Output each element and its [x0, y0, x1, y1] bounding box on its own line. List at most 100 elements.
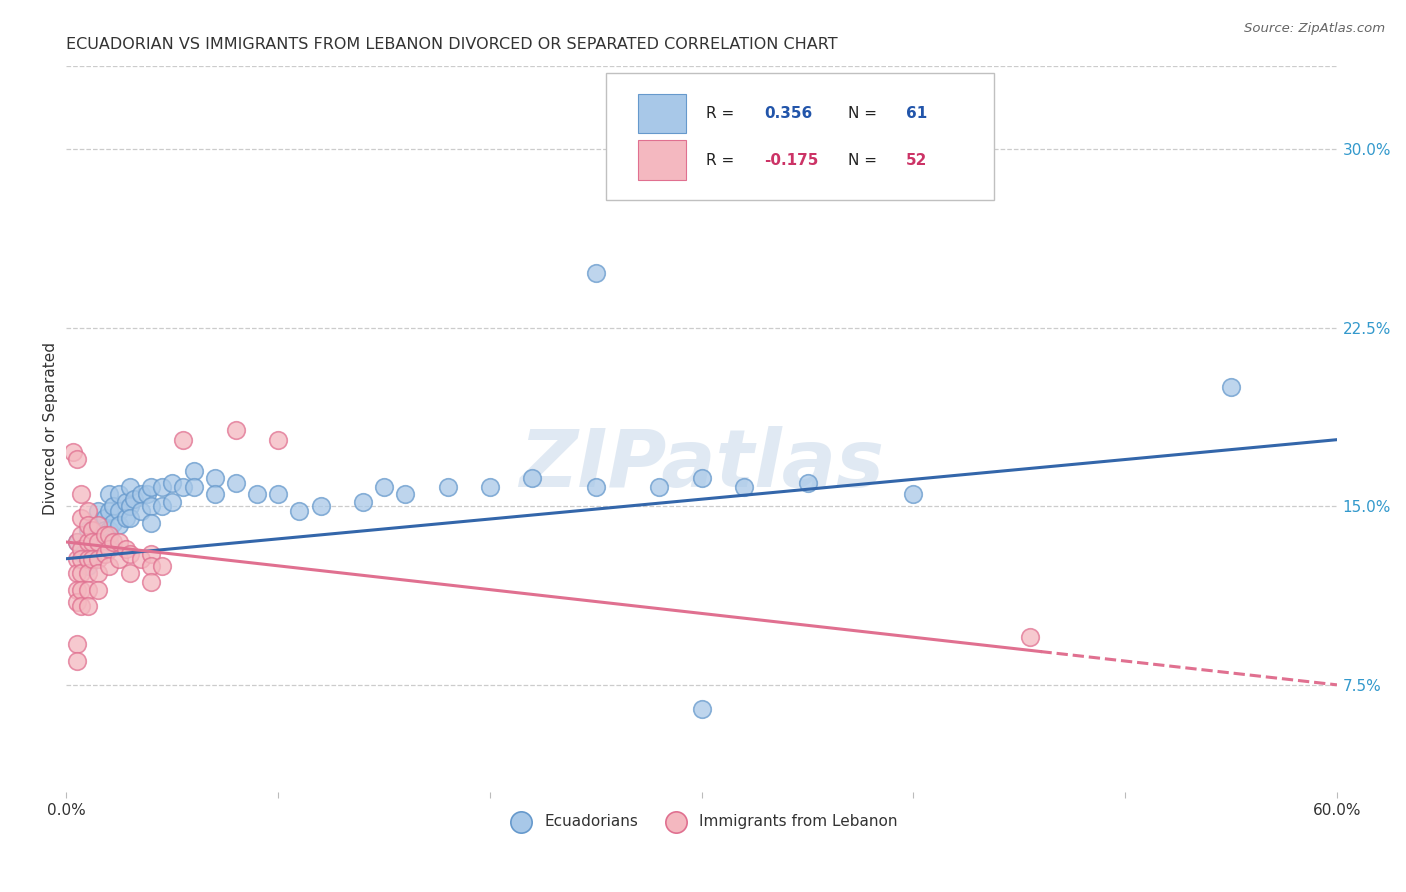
Point: [97, 528, 120, 542]
Text: Source: ZipAtlas.com: Source: ZipAtlas.com: [1244, 22, 1385, 36]
Point: [87, 566, 110, 580]
Point: [122, 492, 145, 507]
Point: [150, 500, 173, 514]
Point: [70, 566, 93, 580]
Point: [72, 547, 94, 561]
Text: 0.356: 0.356: [763, 106, 813, 121]
Point: [204, 471, 226, 485]
Point: [183, 480, 205, 494]
Point: [87, 535, 110, 549]
Point: [70, 551, 93, 566]
Point: [118, 566, 141, 580]
Point: [1220, 380, 1243, 394]
Point: [288, 504, 311, 518]
Point: [129, 487, 152, 501]
Text: 52: 52: [907, 153, 928, 168]
Point: [162, 494, 184, 508]
Point: [141, 575, 163, 590]
Point: [80, 535, 103, 549]
Point: [108, 518, 131, 533]
Point: [118, 511, 141, 525]
Point: [141, 480, 163, 494]
Point: [733, 480, 755, 494]
Point: [225, 475, 247, 490]
Text: 61: 61: [907, 106, 928, 121]
Point: [796, 475, 818, 490]
Point: [97, 504, 120, 518]
Point: [114, 511, 136, 525]
Point: [87, 582, 110, 597]
Point: [87, 523, 110, 537]
Point: [118, 547, 141, 561]
Point: [118, 500, 141, 514]
Point: [648, 480, 671, 494]
Point: [246, 487, 269, 501]
Point: [76, 558, 98, 573]
Point: [66, 551, 89, 566]
Point: [1019, 630, 1042, 644]
Point: [66, 582, 89, 597]
Text: ECUADORIAN VS IMMIGRANTS FROM LEBANON DIVORCED OR SEPARATED CORRELATION CHART: ECUADORIAN VS IMMIGRANTS FROM LEBANON DI…: [66, 37, 838, 53]
Point: [76, 599, 98, 614]
Point: [70, 511, 93, 525]
Point: [66, 654, 89, 668]
Point: [70, 599, 93, 614]
Point: [108, 504, 131, 518]
Text: N =: N =: [848, 106, 882, 121]
Text: R =: R =: [706, 106, 738, 121]
Point: [108, 487, 131, 501]
Point: [66, 566, 89, 580]
Point: [150, 558, 173, 573]
FancyBboxPatch shape: [638, 94, 686, 134]
Point: [150, 480, 173, 494]
Point: [585, 266, 607, 280]
Point: [87, 504, 110, 518]
Point: [80, 551, 103, 566]
Point: [93, 528, 115, 542]
Point: [76, 551, 98, 566]
Point: [114, 542, 136, 557]
Point: [162, 475, 184, 490]
Point: [135, 487, 157, 501]
Point: [690, 701, 713, 715]
Point: [183, 464, 205, 478]
Point: [66, 535, 89, 549]
Point: [97, 535, 120, 549]
Point: [267, 433, 290, 447]
FancyBboxPatch shape: [638, 140, 686, 180]
Point: [97, 487, 120, 501]
Point: [66, 535, 89, 549]
Point: [690, 471, 713, 485]
Point: [172, 480, 194, 494]
Point: [101, 500, 124, 514]
Point: [87, 535, 110, 549]
Point: [70, 528, 93, 542]
Point: [80, 551, 103, 566]
Point: [352, 494, 374, 508]
Point: [93, 523, 115, 537]
Point: [267, 487, 290, 501]
Point: [172, 433, 194, 447]
Point: [66, 451, 89, 466]
Text: ZIPatlas: ZIPatlas: [519, 426, 884, 504]
Point: [108, 551, 131, 566]
Point: [87, 551, 110, 566]
Point: [225, 423, 247, 437]
Point: [903, 487, 925, 501]
Point: [70, 542, 93, 557]
Point: [129, 504, 152, 518]
Point: [141, 516, 163, 530]
Point: [141, 558, 163, 573]
Point: [141, 547, 163, 561]
Point: [394, 487, 416, 501]
Point: [309, 500, 332, 514]
Point: [118, 480, 141, 494]
Point: [97, 542, 120, 557]
Point: [478, 480, 501, 494]
Point: [97, 558, 120, 573]
Point: [76, 523, 98, 537]
Point: [80, 523, 103, 537]
Point: [76, 566, 98, 580]
Point: [70, 487, 93, 501]
Text: -0.175: -0.175: [763, 153, 818, 168]
